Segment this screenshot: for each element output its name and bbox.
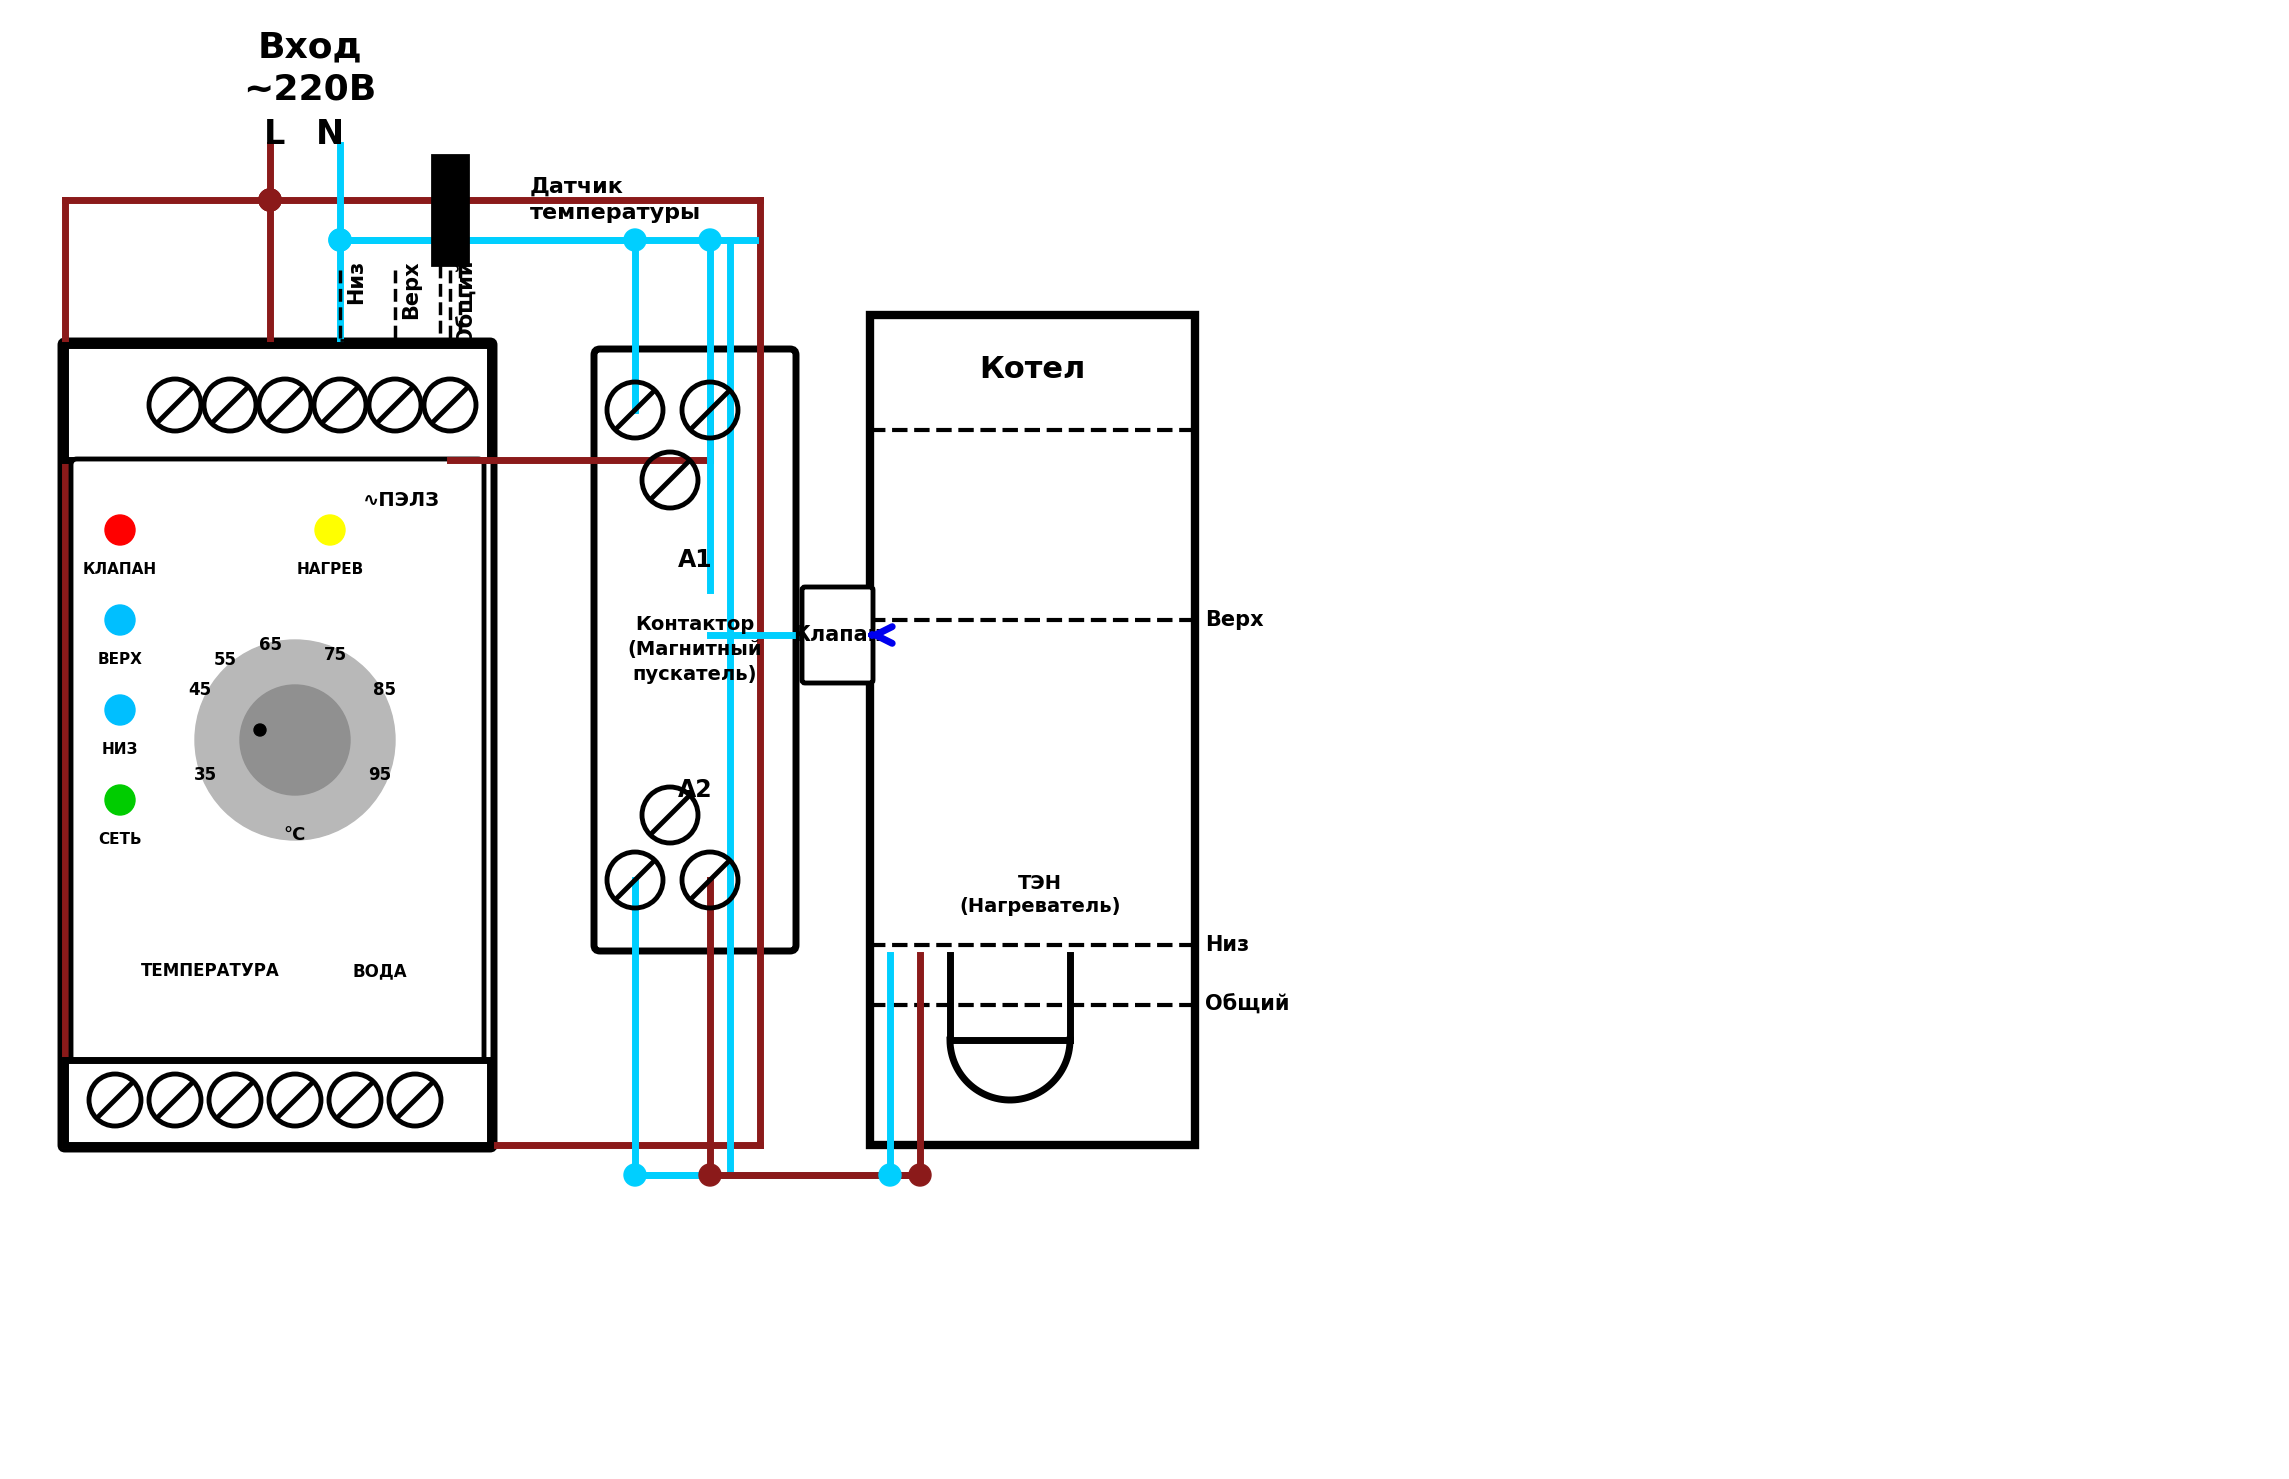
- Text: Верх: Верх: [1204, 609, 1264, 630]
- Text: Котел: Котел: [980, 355, 1085, 385]
- Text: А2: А2: [678, 778, 712, 802]
- Text: °C: °C: [284, 825, 307, 845]
- Text: КЛАПАН: КЛАПАН: [82, 562, 158, 577]
- Circle shape: [879, 1164, 902, 1186]
- Text: ВОДА: ВОДА: [353, 961, 407, 981]
- Circle shape: [259, 189, 282, 211]
- Text: НИЗ: НИЗ: [101, 742, 137, 757]
- Circle shape: [259, 189, 282, 211]
- Circle shape: [195, 640, 396, 840]
- Text: Клапан: Клапан: [792, 626, 881, 645]
- Bar: [64, 345, 490, 460]
- FancyBboxPatch shape: [595, 349, 797, 951]
- Circle shape: [698, 229, 721, 251]
- Text: А1: А1: [678, 549, 712, 572]
- Text: 75: 75: [323, 646, 346, 664]
- Text: ТЕМПЕРАТУРА: ТЕМПЕРАТУРА: [140, 961, 279, 981]
- Circle shape: [698, 1164, 721, 1186]
- Text: Датчик
температуры: Датчик температуры: [531, 177, 700, 223]
- Text: Верх: Верх: [401, 260, 421, 318]
- Text: L: L: [263, 118, 286, 151]
- Text: Низ: Низ: [346, 260, 366, 305]
- FancyBboxPatch shape: [801, 587, 872, 683]
- Circle shape: [330, 229, 350, 251]
- Text: Низ: Низ: [1204, 935, 1250, 955]
- Bar: [433, 155, 467, 265]
- Text: Общий: Общий: [456, 260, 476, 345]
- Text: 55: 55: [213, 651, 236, 669]
- Circle shape: [909, 1164, 932, 1186]
- Text: 35: 35: [195, 766, 217, 784]
- Circle shape: [625, 1164, 645, 1186]
- Text: Вход: Вход: [259, 30, 362, 64]
- Text: ~220В: ~220В: [243, 72, 378, 106]
- FancyBboxPatch shape: [71, 458, 483, 1066]
- Text: Контактор
(Магнитный
пускатель): Контактор (Магнитный пускатель): [627, 615, 762, 685]
- Text: СЕТЬ: СЕТЬ: [98, 833, 142, 847]
- Text: ВЕРХ: ВЕРХ: [98, 652, 142, 667]
- Bar: [870, 315, 1195, 1145]
- Circle shape: [330, 229, 350, 251]
- Text: ∿ПЭЛЗ: ∿ПЭЛЗ: [364, 491, 439, 509]
- Text: Общий: Общий: [1204, 995, 1289, 1015]
- Circle shape: [254, 725, 266, 737]
- Text: НАГРЕВ: НАГРЕВ: [295, 562, 364, 577]
- Text: 45: 45: [188, 680, 211, 700]
- Circle shape: [240, 685, 350, 796]
- Circle shape: [105, 785, 135, 815]
- Circle shape: [105, 515, 135, 544]
- Text: 95: 95: [369, 766, 391, 784]
- Circle shape: [625, 229, 645, 251]
- FancyBboxPatch shape: [62, 342, 494, 1149]
- Circle shape: [105, 605, 135, 634]
- Text: N: N: [316, 118, 343, 151]
- Circle shape: [105, 695, 135, 725]
- Bar: [64, 1060, 490, 1145]
- Text: 85: 85: [373, 680, 396, 700]
- Circle shape: [259, 189, 282, 211]
- Text: ТЭН
(Нагреватель): ТЭН (Нагреватель): [959, 874, 1122, 917]
- Circle shape: [316, 515, 346, 544]
- Text: 65: 65: [259, 636, 282, 654]
